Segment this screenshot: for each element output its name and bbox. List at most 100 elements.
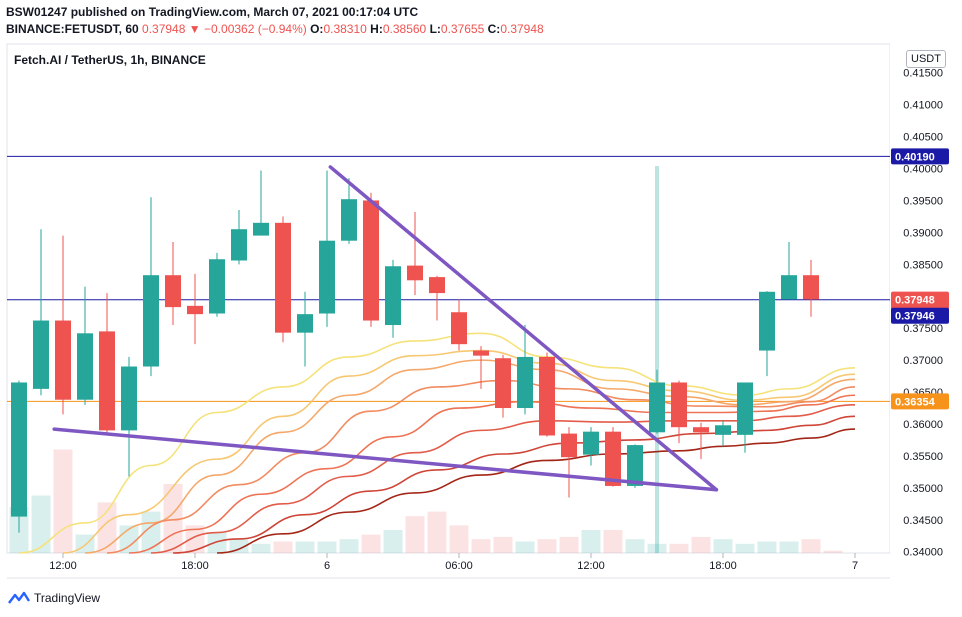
candle-body [759, 291, 775, 351]
candles [11, 170, 819, 533]
price-label-text: 0.36354 [895, 396, 936, 408]
y-tick-label: 0.35500 [903, 451, 943, 463]
candle-body [319, 240, 335, 314]
candle [209, 252, 225, 317]
candle [429, 275, 445, 321]
y-tick-label: 0.34500 [903, 515, 943, 527]
y-tick-label: 0.36000 [903, 419, 943, 431]
candle-body [275, 222, 291, 333]
volume-bar [823, 550, 843, 553]
y-tick-label: 0.41000 [903, 100, 943, 112]
volume-bar [251, 543, 271, 553]
candle [737, 382, 753, 453]
candle-body [77, 333, 93, 400]
ma-ribbon-line [62, 349, 856, 554]
candle-body [385, 266, 401, 326]
candle-body [209, 259, 225, 314]
candle [363, 192, 379, 327]
candle-body [55, 320, 71, 400]
candle [495, 355, 511, 418]
y-tick-label: 0.41500 [903, 68, 943, 80]
volume-bar [537, 539, 557, 553]
trendline [52, 427, 719, 492]
volume-bar [493, 536, 513, 553]
volume-bar [647, 543, 667, 553]
x-tick-label: 7 [852, 560, 858, 572]
candle-body [253, 222, 269, 236]
candle [33, 229, 49, 396]
candle-body [737, 382, 753, 435]
candle [165, 241, 181, 326]
candle [407, 211, 423, 295]
brand-label: TradingView [34, 591, 101, 605]
volume-bar [273, 541, 293, 553]
plot-border [6, 43, 891, 554]
candle [77, 286, 93, 405]
candle-body [495, 358, 511, 409]
candle-body [341, 199, 357, 241]
tradingview-icon [8, 591, 30, 604]
x-tick-label: 12:00 [577, 560, 605, 572]
price-label-bg [891, 393, 949, 410]
candle-body [627, 445, 643, 486]
candle-body [473, 350, 489, 356]
candle-body [561, 433, 577, 458]
y-tick-label: 0.34000 [903, 547, 943, 559]
x-tick-label: 12:00 [49, 560, 77, 572]
y-tick-label: 0.40000 [903, 164, 943, 176]
open-value: 0.38310 [323, 22, 367, 36]
volume-bar [229, 539, 249, 553]
volume-bar [625, 539, 645, 553]
candle [121, 356, 137, 477]
candle-body [407, 265, 423, 281]
price-label-bg [891, 148, 949, 165]
candle-body [33, 320, 49, 389]
volume-bar [713, 539, 733, 553]
candle-body [693, 427, 709, 433]
down-arrow-icon: ▼ [188, 22, 201, 36]
volume-bar [471, 539, 491, 553]
candle-body [99, 331, 115, 431]
volume-bar [97, 502, 117, 553]
volume-bar [801, 539, 821, 553]
close-value: 0.37948 [500, 22, 544, 36]
candle-body [231, 229, 247, 261]
candle-body [583, 431, 599, 455]
volume-bar [405, 516, 425, 553]
volume-bar [163, 484, 183, 553]
candle [583, 427, 599, 466]
volume-bar [603, 530, 623, 553]
volume-bar [383, 530, 403, 553]
x-tick-label: 18:00 [181, 560, 209, 572]
time-axis[interactable]: 12:00 18:00 6 06:00 12:00 18:00 7 [49, 553, 858, 572]
trendlines[interactable] [52, 165, 719, 492]
candle [187, 273, 203, 345]
candle-body [451, 312, 467, 345]
candle [143, 197, 159, 377]
low-value: 0.37655 [440, 22, 485, 36]
candle [319, 170, 335, 327]
candle [451, 299, 467, 351]
ma-ribbon-line [216, 428, 856, 554]
volume-bar [31, 495, 51, 553]
candle [55, 235, 71, 415]
low-label: L: [429, 22, 441, 36]
volume-bar [185, 525, 205, 553]
candle [693, 422, 709, 460]
candle [649, 369, 665, 434]
volume-bar [53, 449, 73, 553]
x-tick-label: 6 [324, 560, 330, 572]
currency-button[interactable]: USDT [906, 50, 946, 68]
candle-body [297, 314, 313, 333]
high-label: H: [370, 22, 383, 36]
high-value: 0.38560 [382, 22, 427, 36]
volume-bar [779, 541, 799, 553]
volume-bar [669, 543, 689, 553]
price-label-text: 0.40190 [895, 151, 935, 163]
tradingview-logo[interactable]: TradingView [8, 591, 100, 605]
candle-body [671, 382, 687, 428]
candle-body [803, 275, 819, 300]
candle [99, 293, 115, 434]
